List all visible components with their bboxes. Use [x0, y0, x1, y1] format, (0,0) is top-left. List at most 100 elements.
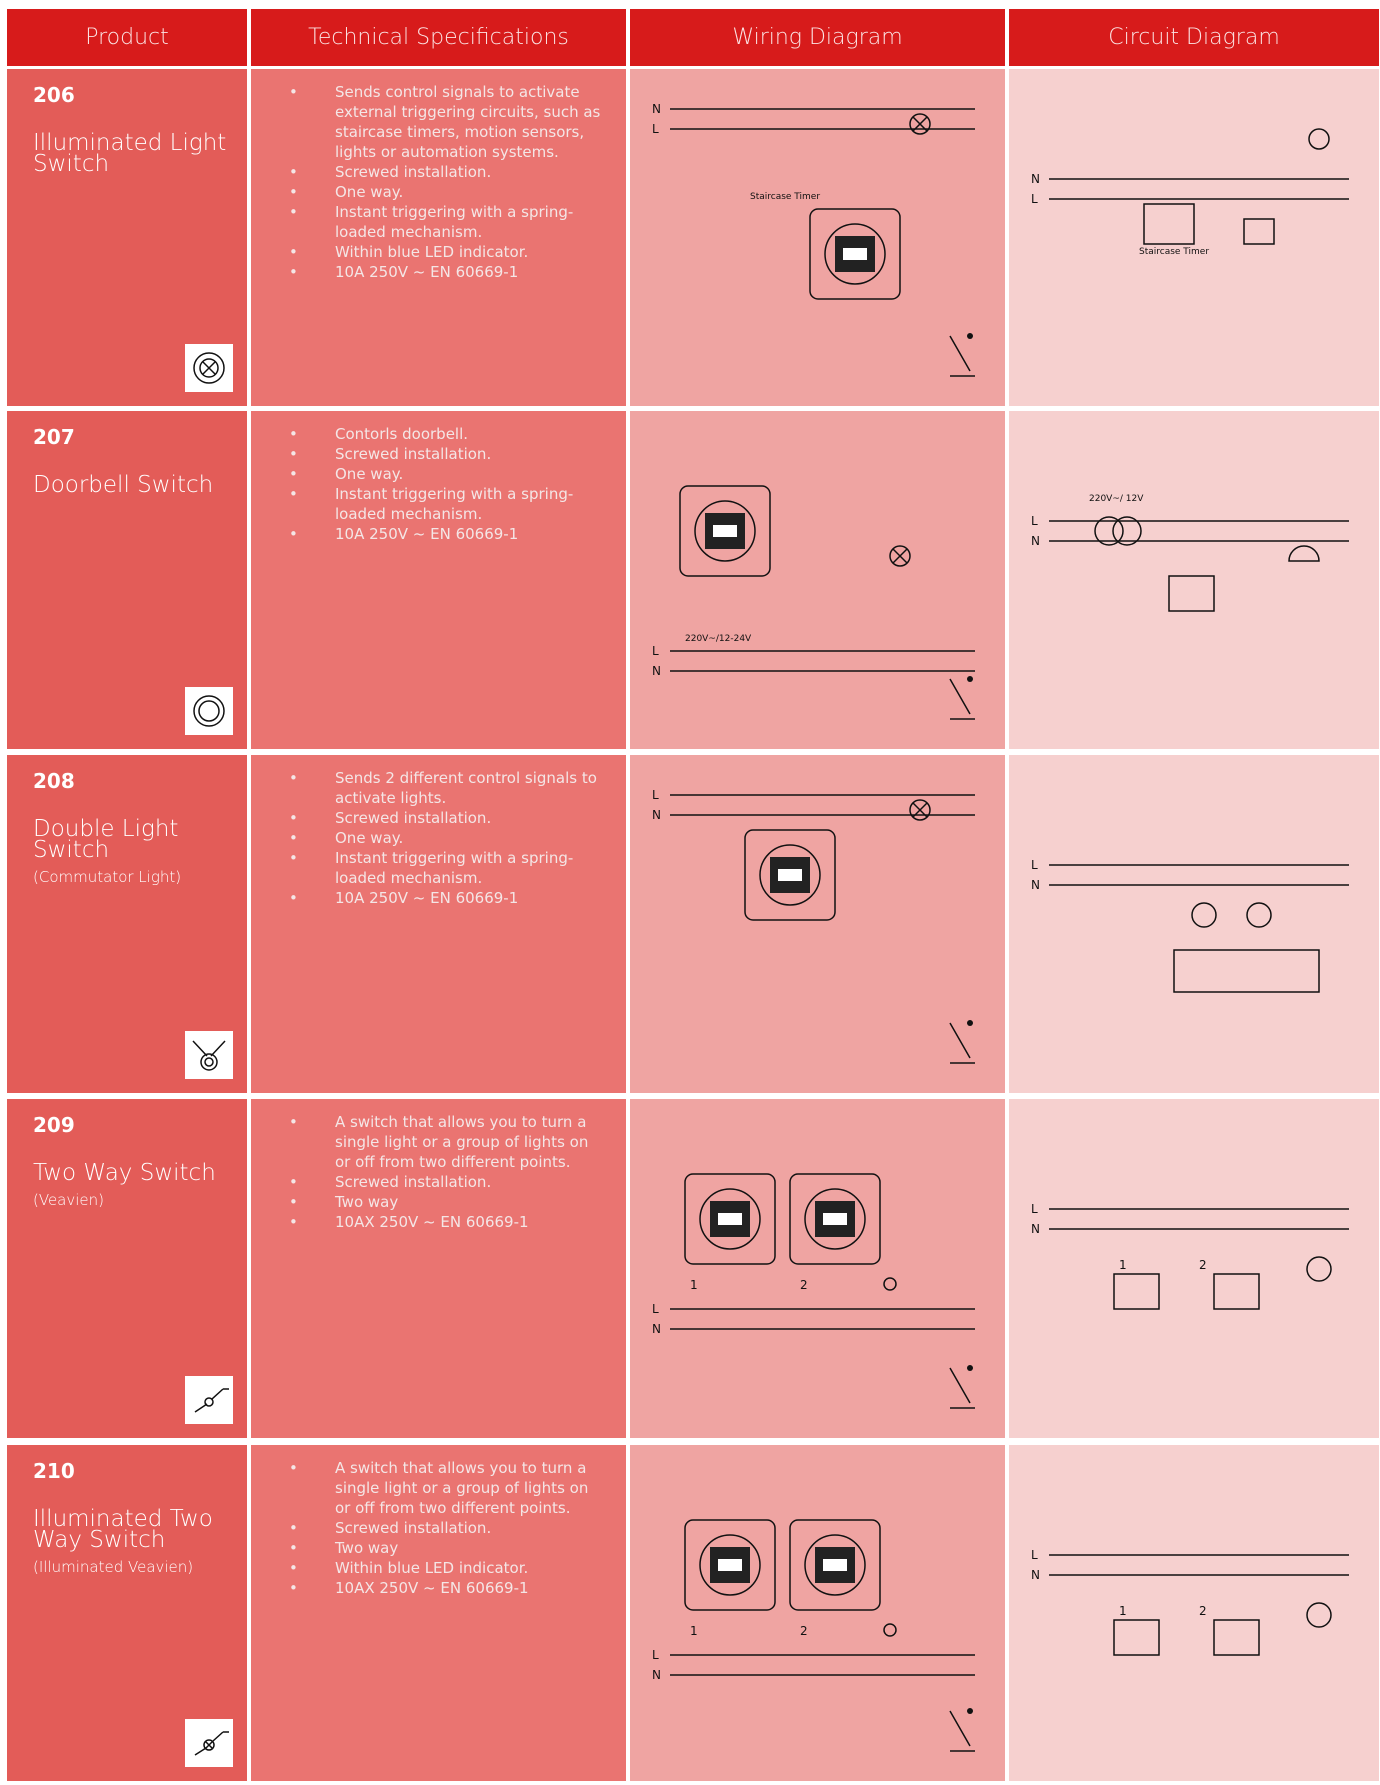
spec-item: Sends control signals to activate extern… [251, 82, 605, 162]
diagram-drawing [789, 1173, 881, 1265]
column-header: Circuit Diagram [1009, 9, 1379, 66]
diagram-drawing [670, 1654, 975, 1676]
diagram-label: N [652, 664, 661, 678]
spec-item: Screwed installation. [251, 444, 605, 464]
product-code: 209 [33, 1113, 75, 1137]
spec-item: Instant triggering with a spring-loaded … [251, 848, 605, 888]
diagram-drawing [684, 1173, 776, 1265]
diagram-drawing [1094, 516, 1320, 612]
product-code: 210 [33, 1459, 75, 1483]
spec-list: Sends control signals to activate extern… [251, 82, 605, 282]
product-subtitle: (Illuminated Veavien) [33, 1558, 194, 1576]
spec-item: One way. [251, 182, 605, 202]
spec-item: 10AX 250V ~ EN 60669-1 [251, 1212, 605, 1232]
product-name-text: Double Light Switch [33, 816, 179, 863]
diagram-drawing [1049, 1554, 1349, 1576]
spec-list: A switch that allows you to turn a singl… [251, 1112, 605, 1232]
diagram-drawing [1173, 902, 1320, 993]
wiring-diagram: LN [652, 788, 975, 1064]
column-header: Technical Specifications [251, 9, 626, 66]
spec-item: Two way [251, 1538, 605, 1558]
diagram-drawing [1049, 1208, 1349, 1230]
spec-list: Contorls doorbell.Screwed installation.O… [251, 424, 605, 544]
diagram-label: N [1031, 172, 1040, 186]
wiring-cell: L N 220V~/12-24V [630, 411, 1005, 749]
product-name: Doorbell Switch [33, 474, 248, 497]
product-name-text: Illuminated Two Way Switch [33, 1506, 213, 1553]
diagram-label: L [652, 1302, 659, 1316]
diagram-drawing [1049, 178, 1349, 200]
circuit-cell: N L Staircase Timer [1009, 69, 1379, 406]
spec-cell: Sends 2 different control signals to act… [251, 755, 626, 1093]
product-cell: 210 Illuminated Two Way Switch (Illuminate… [7, 1445, 247, 1781]
diagram-label: 220V~/ 12V [1089, 494, 1144, 504]
diagram-label: Staircase Timer [750, 192, 820, 202]
column-header: Product [7, 9, 247, 66]
spec-item: 10A 250V ~ EN 60669-1 [251, 262, 605, 282]
diagram-label: N [652, 1668, 661, 1682]
spec-item: A switch that allows you to turn a singl… [251, 1458, 605, 1518]
diagram-drawing [809, 208, 901, 300]
product-cell: 208 Double Light Switch (Commutator Light) [7, 755, 247, 1093]
spec-cell: Sends control signals to activate extern… [251, 69, 626, 406]
diagram-label: L [652, 644, 659, 658]
diagram-label: 2 [800, 1278, 808, 1292]
product-code: 206 [33, 83, 75, 107]
spec-item: 10A 250V ~ EN 60669-1 [251, 888, 605, 908]
circuit-diagram: LN [1031, 858, 1349, 993]
diagram-drawing [670, 1308, 975, 1330]
spec-item: Contorls doorbell. [251, 424, 605, 444]
diagram-label: L [1031, 1202, 1038, 1216]
diagram-drawing [949, 1020, 975, 1064]
diagram-label: L [1031, 858, 1038, 872]
spec-item: Within blue LED indicator. [251, 1558, 605, 1578]
spec-item: Screwed installation. [251, 1518, 605, 1538]
diagram-drawing [744, 829, 836, 921]
spec-item: One way. [251, 828, 605, 848]
product-code: 208 [33, 769, 75, 793]
spec-item: Sends 2 different control signals to act… [251, 768, 605, 808]
diagram-drawing [949, 1708, 975, 1752]
diagram-label: N [652, 1322, 661, 1336]
diagram-label: N [1031, 1568, 1040, 1582]
spec-item: Instant triggering with a spring-loaded … [251, 484, 605, 524]
spec-cell: Contorls doorbell.Screwed installation.O… [251, 411, 626, 749]
diagram-drawing [949, 676, 975, 720]
diagram-drawing [949, 1365, 975, 1409]
diagram-label: 1 [690, 1278, 698, 1292]
diagram-drawing [1113, 1256, 1332, 1310]
diagram-label: 2 [1199, 1258, 1207, 1272]
product-icon [185, 687, 233, 735]
spec-cell: A switch that allows you to turn a singl… [251, 1099, 626, 1438]
product-subtitle: (Commutator Light) [33, 868, 182, 886]
icon-symbol [193, 695, 225, 727]
diagram-label: 2 [800, 1624, 808, 1638]
diagram-label: 1 [690, 1624, 698, 1638]
product-name-text: Illuminated Light Switch [33, 130, 227, 177]
diagram-drawing [1049, 520, 1349, 542]
diagram-label: N [1031, 878, 1040, 892]
product-name: Double Light Switch (Commutator Light) [33, 816, 248, 887]
diagram-drawing [889, 545, 911, 567]
product-icon [185, 1719, 233, 1767]
spec-item: Screwed installation. [251, 808, 605, 828]
spec-cell: A switch that allows you to turn a singl… [251, 1445, 626, 1781]
product-subtitle: (Veavien) [33, 1191, 105, 1209]
wiring-cell: N L Staircase Timer [630, 69, 1005, 406]
icon-symbol [193, 352, 225, 384]
circuit-diagram: LN 220V~/ 12V [1031, 494, 1349, 612]
diagram-label: Staircase Timer [1139, 247, 1209, 257]
product-cell: 209 Two Way Switch (Veavien) [7, 1099, 247, 1438]
diagram-drawing [883, 1623, 897, 1637]
diagram-drawing [909, 113, 931, 135]
spec-item: A switch that allows you to turn a singl… [251, 1112, 605, 1172]
diagram-label: L [1031, 192, 1038, 206]
column-header: Wiring Diagram [630, 9, 1005, 66]
diagram-drawing [949, 333, 975, 377]
diagram-drawing [684, 1519, 776, 1611]
